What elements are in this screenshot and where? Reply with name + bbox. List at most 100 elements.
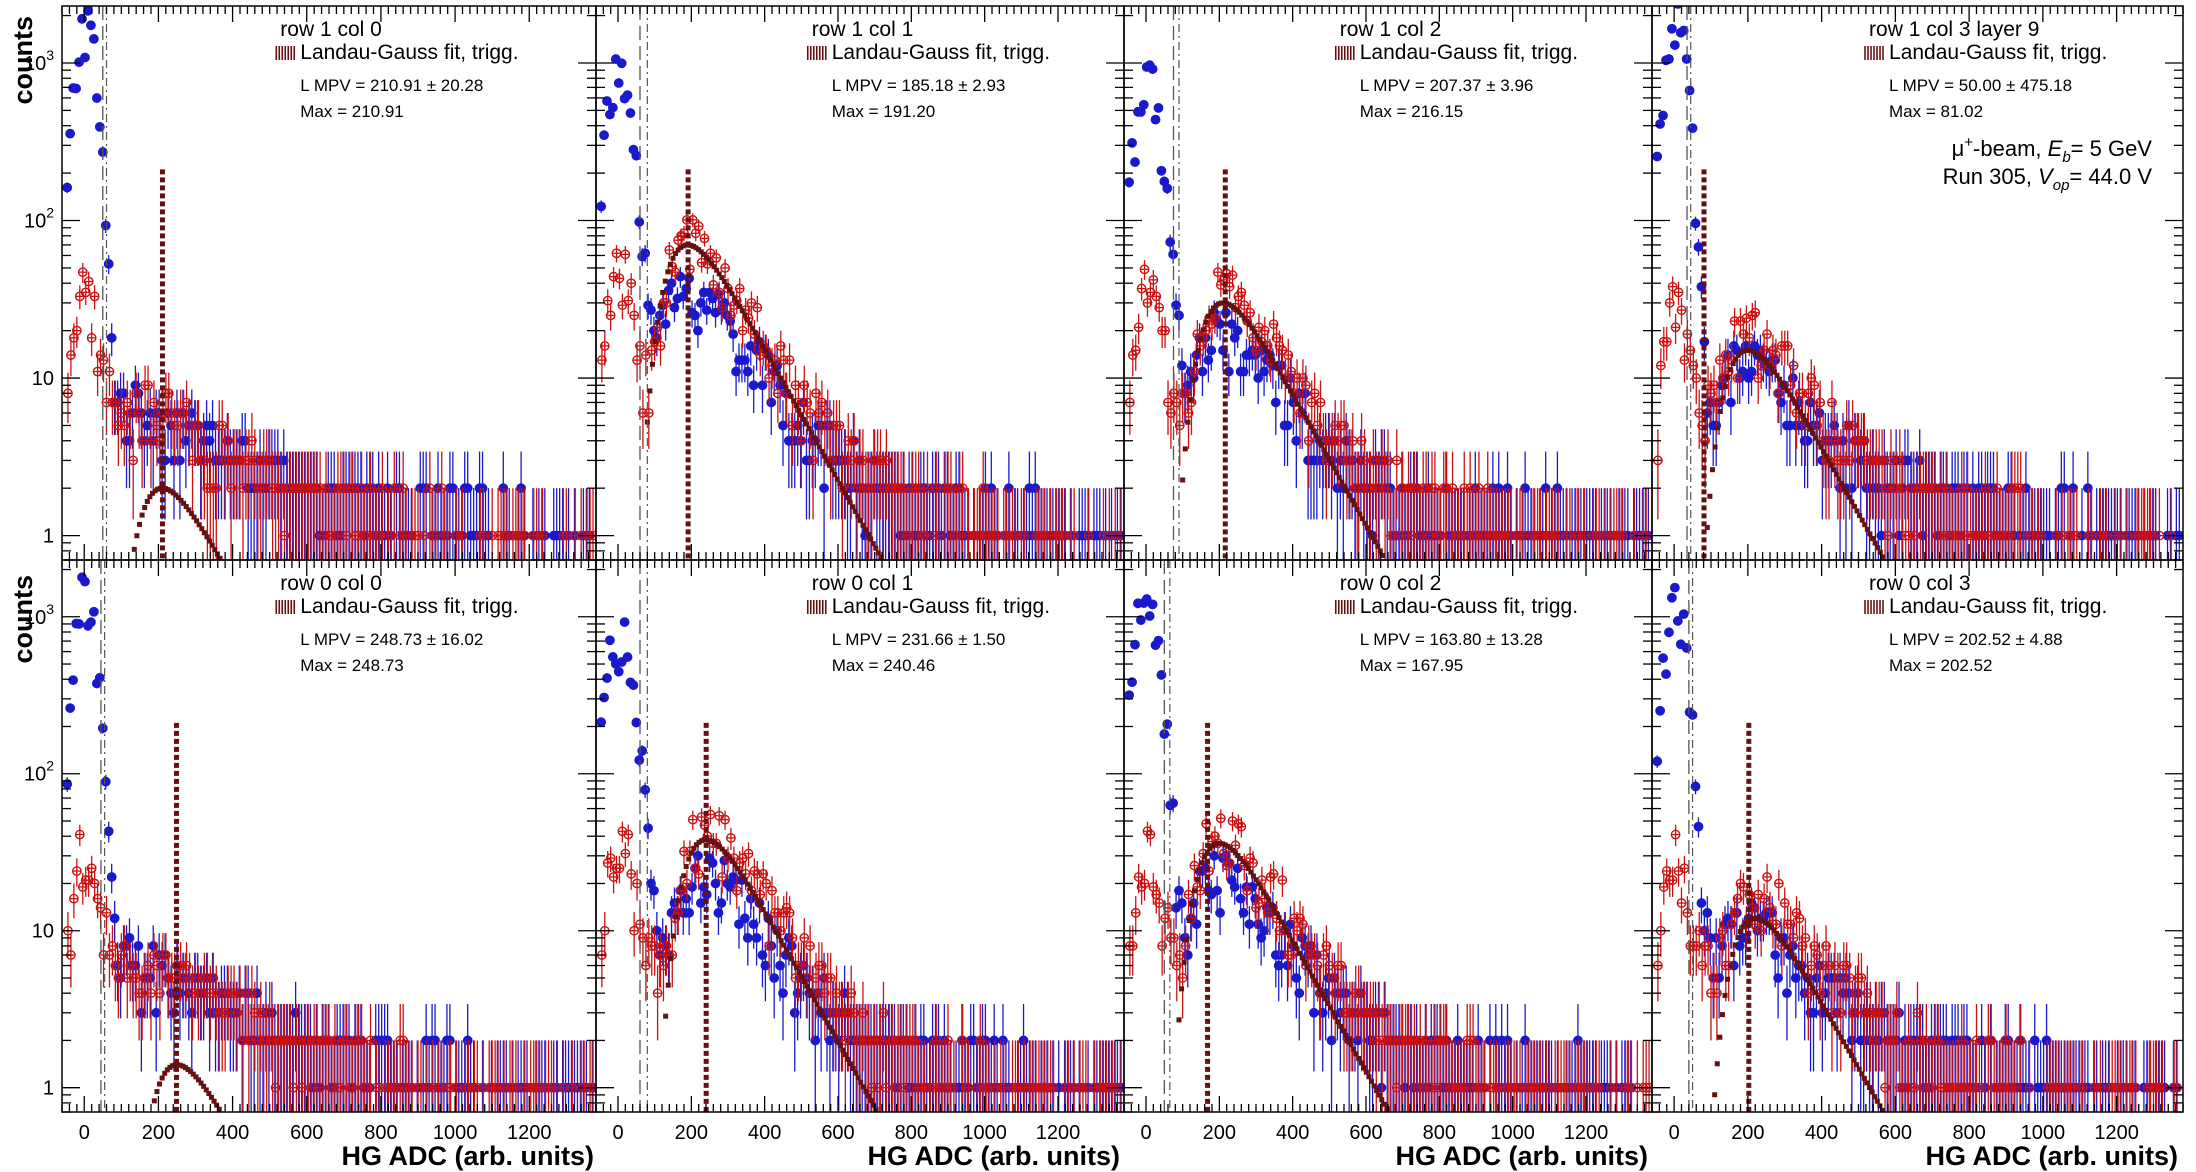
fit-point: [839, 485, 845, 491]
fit-point: [1221, 300, 1227, 306]
fit-point: [755, 334, 761, 340]
fit-point: [1318, 442, 1324, 448]
series-triggered-point: [746, 297, 757, 308]
series-triggered-point: [670, 267, 681, 278]
series-all-point: [1197, 366, 1208, 377]
legend-label: Landau-Gauss fit, trigg.: [832, 41, 1050, 64]
series-triggered-point: [143, 380, 153, 391]
series-triggered-point: [755, 350, 766, 360]
fit-point: [1210, 305, 1216, 311]
series-triggered-point: [1268, 319, 1279, 330]
fit-point: [878, 554, 884, 560]
series-all-point: [204, 435, 215, 446]
series-triggered-point: [1139, 264, 1150, 275]
fit-point: [675, 247, 681, 253]
fit-point: [1316, 438, 1322, 444]
fit-point: [1712, 444, 1718, 450]
fit-point: [1867, 531, 1873, 537]
series-triggered-point: [2015, 483, 2026, 494]
fit-point: [1285, 383, 1291, 389]
fit-point: [175, 495, 181, 501]
series-triggered-point: [849, 435, 860, 446]
fit-point: [1254, 333, 1260, 339]
series-triggered-point: [599, 341, 610, 351]
fit-point: [1323, 451, 1329, 457]
fit-point: [698, 249, 704, 255]
fit-point: [714, 267, 720, 273]
series-triggered-point: [1782, 341, 1793, 351]
series-triggered-point: [1339, 420, 1349, 431]
fit-point: [1298, 406, 1304, 412]
fit-point: [768, 357, 774, 363]
fit-point: [1272, 361, 1278, 367]
fit-point: [729, 291, 735, 297]
fit-point: [786, 389, 791, 395]
series-all-point: [462, 483, 473, 494]
series-triggered-point: [131, 388, 142, 399]
series-all-point: [65, 128, 76, 139]
series-triggered-point: [1676, 305, 1687, 316]
fit-point: [1870, 536, 1876, 542]
series-triggered-point: [1344, 455, 1355, 466]
series-triggered-point: [1447, 483, 1458, 494]
fit-point: [1185, 419, 1191, 425]
fit-point: [1808, 426, 1814, 432]
fit-point: [662, 278, 668, 284]
series-all-point: [695, 297, 706, 308]
fit-point: [147, 494, 153, 500]
fit-point: [1797, 409, 1803, 415]
fit-point: [1377, 548, 1383, 554]
mpv-text: L MPV = 207.37 ± 3.96: [1360, 76, 1534, 95]
fit-point: [875, 550, 881, 556]
series-triggered-point: [714, 287, 725, 298]
fit-point: [1841, 485, 1847, 491]
fit-point: [1743, 347, 1749, 353]
series-triggered-point: [693, 221, 704, 232]
fit-point: [693, 245, 699, 251]
fit-point: [1831, 467, 1837, 473]
fit-point: [1880, 554, 1886, 560]
series-all-point: [693, 325, 703, 336]
series-all-point: [1206, 345, 1217, 356]
series-triggered: [596, 213, 1124, 560]
fit-point: [1347, 493, 1352, 499]
fit-point: [139, 512, 145, 518]
series-triggered-point: [1679, 355, 1690, 366]
series-triggered-point: [1712, 397, 1722, 408]
fit-point: [652, 339, 658, 345]
series-triggered-point: [626, 278, 637, 289]
fit-point: [1244, 318, 1250, 324]
series-triggered-point: [1812, 420, 1823, 431]
fit-point: [1336, 474, 1342, 480]
fit-point: [162, 486, 168, 492]
series-triggered-point: [1830, 435, 1840, 446]
series-triggered-point: [1356, 435, 1367, 446]
series-triggered-point: [978, 483, 989, 494]
fit-point: [803, 421, 809, 427]
fit-point: [1818, 444, 1824, 450]
fit-point: [706, 257, 712, 263]
fit-point: [750, 325, 756, 331]
series-triggered-point: [752, 302, 763, 313]
series-all-point: [1914, 455, 1925, 466]
fit-point: [1187, 397, 1193, 403]
series-triggered-point: [2071, 530, 2082, 541]
series-triggered-point: [365, 483, 376, 494]
fit-point: [1344, 488, 1350, 494]
fit-point: [873, 545, 879, 551]
series-all-point: [1253, 373, 1264, 383]
series-triggered-point: [119, 420, 130, 431]
fit-point: [809, 430, 815, 436]
fit-point: [142, 505, 148, 511]
series-triggered-point: [951, 530, 962, 541]
series-triggered-point: [787, 420, 798, 431]
fit-point: [821, 453, 827, 459]
series-triggered-point: [837, 483, 848, 494]
series-triggered-point: [1245, 307, 1256, 318]
series-all-point: [1165, 237, 1176, 247]
series-triggered-point: [679, 228, 689, 239]
fit-point: [1357, 511, 1363, 517]
fit-point: [829, 467, 835, 473]
fit-point: [863, 527, 868, 533]
fit-point: [737, 303, 743, 309]
